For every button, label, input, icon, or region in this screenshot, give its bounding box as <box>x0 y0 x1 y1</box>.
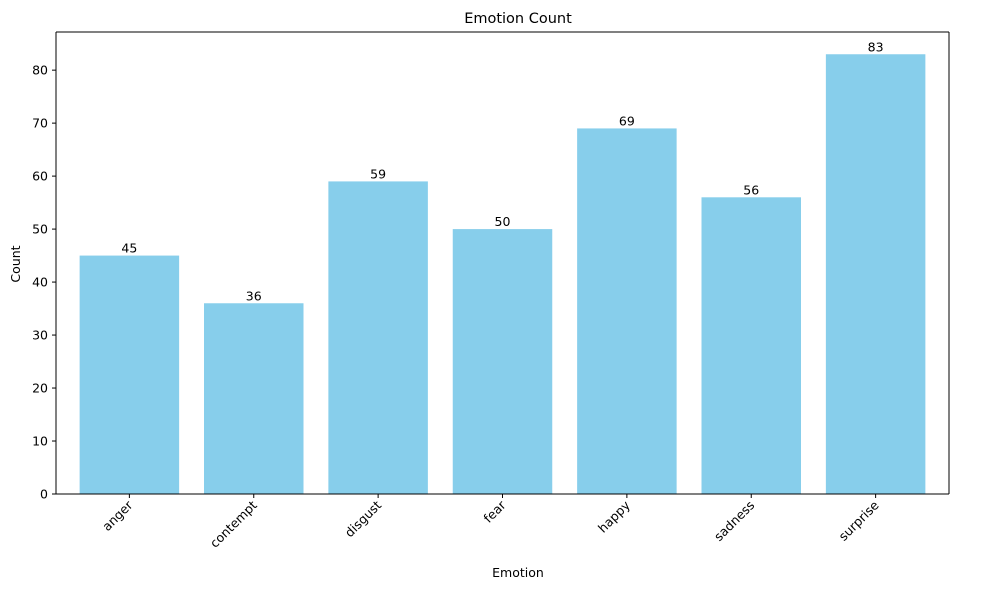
y-tick-label: 80 <box>32 63 48 78</box>
bar-happy <box>577 128 677 494</box>
y-tick-label: 20 <box>32 381 48 396</box>
chart-title: Emotion Count <box>464 11 572 27</box>
bar-value-label-happy: 69 <box>619 113 635 128</box>
bar-value-label-surprise: 83 <box>868 39 884 54</box>
bar-sadness <box>701 197 801 495</box>
y-tick-label: 10 <box>32 434 48 449</box>
bar-value-label-anger: 45 <box>121 241 137 256</box>
y-tick-label: 0 <box>40 487 48 502</box>
bar-value-label-fear: 50 <box>495 214 511 229</box>
bar-contempt <box>204 303 304 494</box>
y-tick-label: 40 <box>32 275 48 290</box>
y-tick-label: 30 <box>32 328 48 343</box>
y-tick-label: 60 <box>32 169 48 184</box>
y-tick-label: 70 <box>32 116 48 131</box>
y-axis-label: Count <box>8 245 23 282</box>
bar-fear <box>452 229 553 494</box>
x-axis-label: Emotion <box>492 565 544 580</box>
bar-surprise <box>825 54 926 495</box>
bar-value-label-disgust: 59 <box>370 166 386 181</box>
y-tick-label: 50 <box>32 222 48 237</box>
bar-value-label-contempt: 36 <box>246 288 262 303</box>
bar-value-label-sadness: 56 <box>743 182 759 197</box>
bar-anger <box>79 255 180 494</box>
bar-disgust <box>328 181 428 494</box>
